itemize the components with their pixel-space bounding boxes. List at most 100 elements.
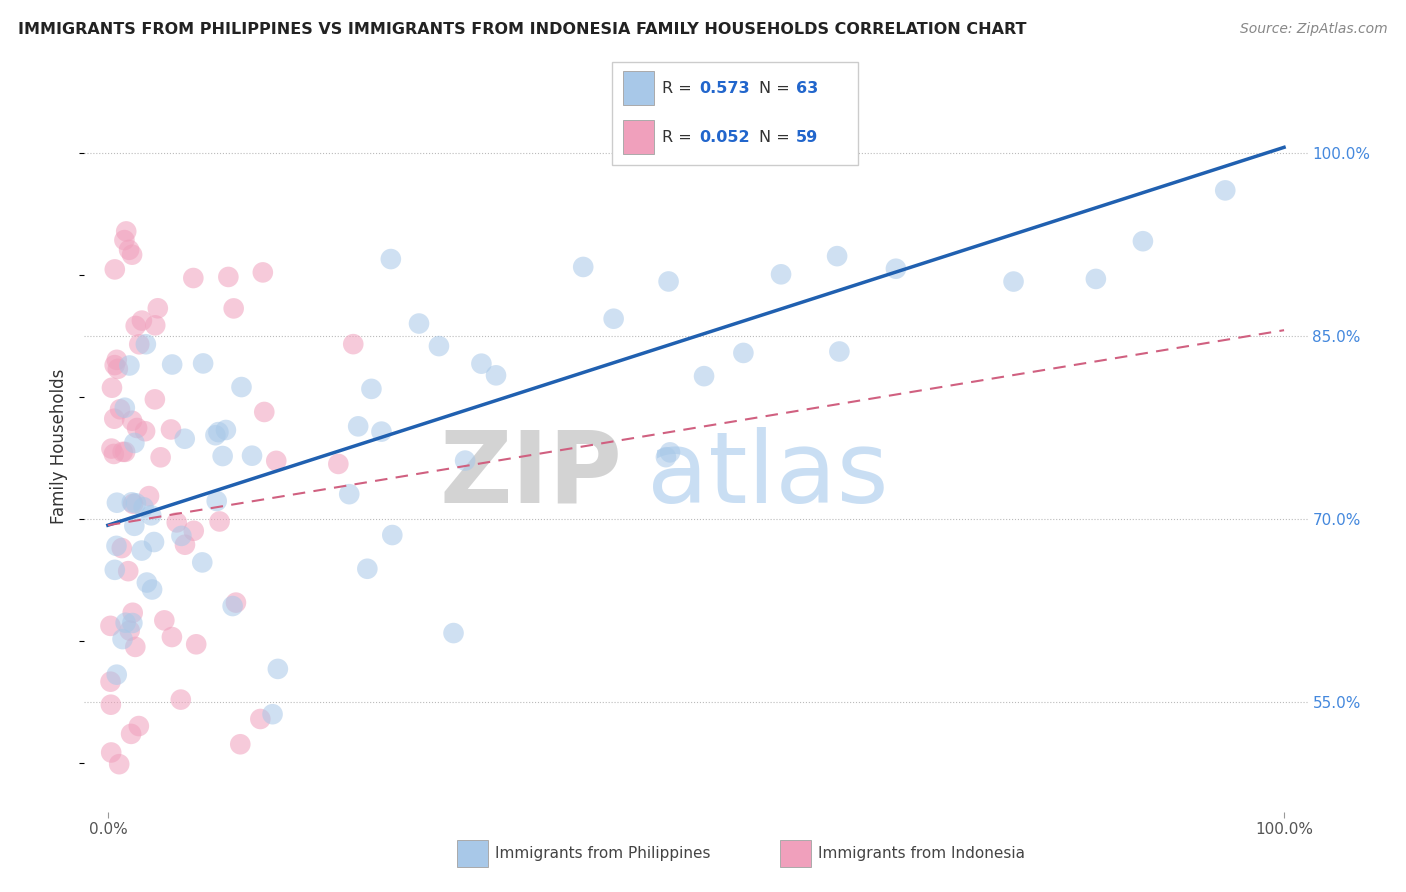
Point [1084,272,1107,286]
Point [659,445,682,459]
Point [134,424,156,438]
Point [211,449,233,463]
Point [131,543,153,558]
Point [217,269,239,284]
Point [733,346,755,360]
Text: Immigrants from Indonesia: Immigrants from Indonesia [818,847,1025,861]
Point [443,626,465,640]
Point [370,425,392,439]
Point [124,518,146,533]
Point [173,432,195,446]
Point [115,224,138,238]
Point [160,630,183,644]
Point [100,698,122,712]
Text: 63: 63 [796,80,818,95]
Point [114,615,136,630]
Point [240,449,263,463]
Point [454,453,477,467]
Point [127,421,149,435]
Point [105,539,128,553]
Point [572,260,595,274]
Point [470,357,492,371]
Point [160,422,183,436]
Point [166,516,188,530]
Point [143,392,166,407]
Point [1002,275,1025,289]
Point [114,401,136,415]
Y-axis label: Family Households: Family Households [51,368,69,524]
Point [124,640,146,654]
Point [108,402,131,417]
Point [225,596,247,610]
Point [103,411,125,425]
Point [125,318,148,333]
Point [132,500,155,515]
Point [135,575,157,590]
Text: IMMIGRANTS FROM PHILIPPINES VS IMMIGRANTS FROM INDONESIA FAMILY HOUSEHOLDS CORRE: IMMIGRANTS FROM PHILIPPINES VS IMMIGRANT… [18,22,1026,37]
Point [105,667,128,681]
Point [770,268,793,282]
Point [143,318,166,333]
Text: N =: N = [759,130,796,145]
Point [103,447,125,461]
Point [262,707,284,722]
Point [215,423,238,437]
Point [693,369,716,384]
Point [149,450,172,465]
Point [108,757,131,772]
Point [658,275,681,289]
Point [1132,234,1154,248]
Point [264,454,287,468]
Point [602,311,624,326]
Point [485,368,508,383]
Point [229,737,252,751]
Point [100,746,122,760]
Point [221,599,243,613]
Point [249,712,271,726]
Text: 0.573: 0.573 [699,80,749,95]
Point [101,381,124,395]
Point [121,414,143,428]
Point [208,515,231,529]
Point [380,252,402,266]
Point [112,233,135,247]
Text: atlas: atlas [647,426,889,524]
Point [427,339,450,353]
Point [170,692,193,706]
Point [121,248,143,262]
Point [111,445,134,459]
Point [181,271,204,285]
Point [120,727,142,741]
Text: R =: R = [662,130,697,145]
Text: Source: ZipAtlas.com: Source: ZipAtlas.com [1240,22,1388,37]
Point [118,243,141,257]
Point [128,337,150,351]
Point [124,436,146,450]
Point [381,528,404,542]
Point [100,442,122,456]
Point [128,719,150,733]
Text: 0.052: 0.052 [699,130,749,145]
Point [1213,183,1236,197]
Point [174,538,197,552]
Point [360,382,382,396]
Point [122,497,145,511]
Point [121,615,143,630]
Point [183,524,205,538]
Point [125,496,148,510]
Point [204,428,226,442]
Point [356,562,378,576]
Point [267,662,290,676]
Point [135,337,157,351]
Point [118,624,141,638]
Point [121,606,143,620]
Point [138,489,160,503]
Point [118,359,141,373]
Point [347,419,370,434]
Point [328,457,350,471]
Point [191,356,214,370]
Point [153,614,176,628]
Point [207,425,229,439]
Point [252,265,274,279]
Point [191,555,214,569]
